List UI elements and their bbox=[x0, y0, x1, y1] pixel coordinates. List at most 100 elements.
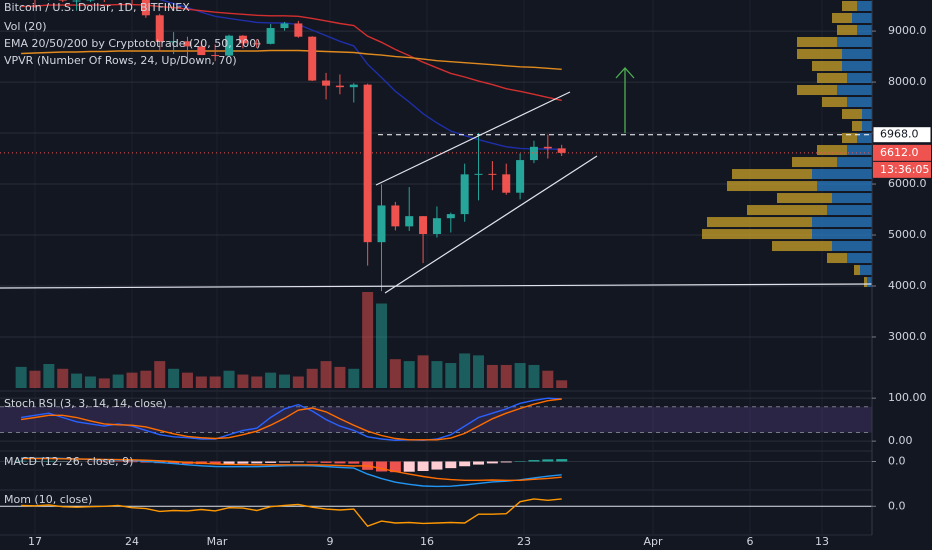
macd-histogram-bar bbox=[376, 461, 387, 472]
volume-bar bbox=[126, 372, 138, 388]
candle-body bbox=[280, 23, 289, 29]
macd-histogram-bar bbox=[417, 461, 429, 471]
vpvr-down bbox=[847, 73, 872, 84]
volume-bar bbox=[514, 363, 526, 388]
candle-body bbox=[446, 214, 455, 219]
volume-bar bbox=[57, 368, 69, 388]
vpvr-up bbox=[812, 61, 842, 72]
x-tick-label: 6 bbox=[747, 535, 754, 548]
candle-body bbox=[322, 80, 331, 86]
price-tag bbox=[873, 144, 931, 161]
price-tag bbox=[872, 126, 932, 144]
vpvr-up bbox=[842, 133, 857, 144]
vpvr-up bbox=[777, 193, 832, 204]
vpvr-down bbox=[857, 133, 872, 144]
macd-histogram-bar bbox=[459, 461, 471, 467]
volume-bar bbox=[265, 372, 277, 388]
macd-histogram-bar bbox=[43, 460, 55, 462]
volume-bar bbox=[542, 370, 554, 388]
volume-bar bbox=[500, 364, 512, 388]
support-line bbox=[0, 283, 873, 289]
vpvr-down bbox=[827, 205, 872, 216]
x-tick-label: Mar bbox=[207, 535, 228, 548]
macd-histogram-bar bbox=[542, 459, 554, 462]
vpvr-down bbox=[842, 61, 872, 72]
vpvr-down bbox=[832, 241, 872, 252]
volume-label: Vol (20) bbox=[4, 20, 47, 33]
countdown-label: 13:36:05 bbox=[880, 163, 929, 176]
vpvr-down bbox=[832, 193, 872, 204]
y-tick-label: 0.00 bbox=[888, 434, 913, 447]
vpvr-up bbox=[727, 181, 817, 192]
candle-body bbox=[405, 216, 414, 227]
symbol-title: Bitcoin / U.S. Dollar, 1D, BITFINEX bbox=[4, 1, 190, 14]
macd-histogram-bar bbox=[348, 461, 360, 464]
candle-body bbox=[432, 218, 441, 234]
vpvr-up bbox=[817, 73, 847, 84]
vpvr-down bbox=[847, 145, 872, 156]
y-tick-label: 3000.0 bbox=[888, 330, 927, 343]
axes: 17 24 Mar 9 16 23 Apr 6 13 3000.0 4000.0 5000.0 6000… bbox=[28, 0, 932, 550]
macd-histogram-bar bbox=[431, 461, 443, 470]
mom-line bbox=[21, 498, 562, 528]
macd-histogram-bar bbox=[320, 461, 332, 463]
y-tick-label: 8000.0 bbox=[888, 75, 927, 88]
volume-bar bbox=[43, 364, 55, 388]
vpvr-up bbox=[817, 145, 847, 156]
stoch-label: Stoch RSI (3, 3, 14, 14, close) bbox=[4, 397, 167, 410]
volume-bar bbox=[237, 374, 249, 388]
candle-body bbox=[252, 43, 261, 45]
volume-bar bbox=[292, 376, 304, 388]
vpvr-down bbox=[862, 121, 872, 132]
ema-line bbox=[21, 49, 562, 70]
vpvr-down bbox=[862, 109, 872, 120]
vpvr-down bbox=[817, 181, 872, 192]
candle-body bbox=[155, 15, 164, 42]
macd-histogram-bar bbox=[500, 461, 512, 463]
macd-histogram-bar bbox=[265, 461, 277, 463]
volume-bar bbox=[348, 368, 360, 388]
candle-body bbox=[391, 205, 400, 227]
candle-body bbox=[58, 0, 67, 1]
volume-bar bbox=[417, 355, 429, 388]
volume-bar bbox=[251, 376, 263, 388]
vpvr-down bbox=[837, 85, 872, 96]
stoch-band bbox=[0, 406, 872, 433]
volume-profile bbox=[702, 1, 872, 288]
vpvr-down bbox=[852, 13, 872, 24]
volume-bar bbox=[473, 355, 485, 388]
volume-bar bbox=[389, 359, 401, 388]
price-tag-label: 6968.0 bbox=[880, 128, 919, 141]
x-tick-label: 9 bbox=[327, 535, 334, 548]
candle-body bbox=[183, 41, 192, 47]
volume-bar bbox=[112, 374, 124, 388]
volume-bar bbox=[209, 376, 221, 388]
macd-histogram-bar bbox=[528, 460, 540, 462]
target-arrow bbox=[615, 67, 635, 133]
candle-body bbox=[238, 35, 247, 44]
vpvr-up bbox=[827, 253, 847, 264]
volume-bar bbox=[15, 366, 27, 388]
macd-histogram-bar bbox=[15, 460, 27, 462]
vpvr-down bbox=[842, 49, 872, 60]
y-tick-label: 9000.0 bbox=[888, 24, 927, 37]
channel-upper bbox=[375, 91, 571, 186]
x-tick-label: 13 bbox=[815, 535, 829, 548]
candle-body bbox=[474, 173, 483, 175]
macd-histogram-bar bbox=[306, 461, 318, 463]
volume-bar bbox=[98, 378, 110, 388]
y-tick-label: 0.0 bbox=[888, 499, 906, 512]
vpvr-down bbox=[867, 277, 872, 288]
x-tick-label: 16 bbox=[420, 535, 434, 548]
macd-histogram-bar bbox=[140, 461, 152, 463]
candle-body bbox=[363, 84, 372, 243]
indicator-panes bbox=[0, 397, 872, 528]
vpvr-down bbox=[812, 229, 872, 240]
ema-line bbox=[21, 3, 562, 102]
y-tick-label: 6000.0 bbox=[888, 177, 927, 190]
candle-body bbox=[460, 174, 469, 215]
y-tick-label: 100.00 bbox=[888, 391, 927, 404]
x-tick-label: 23 bbox=[517, 535, 531, 548]
candle-body bbox=[266, 28, 275, 44]
